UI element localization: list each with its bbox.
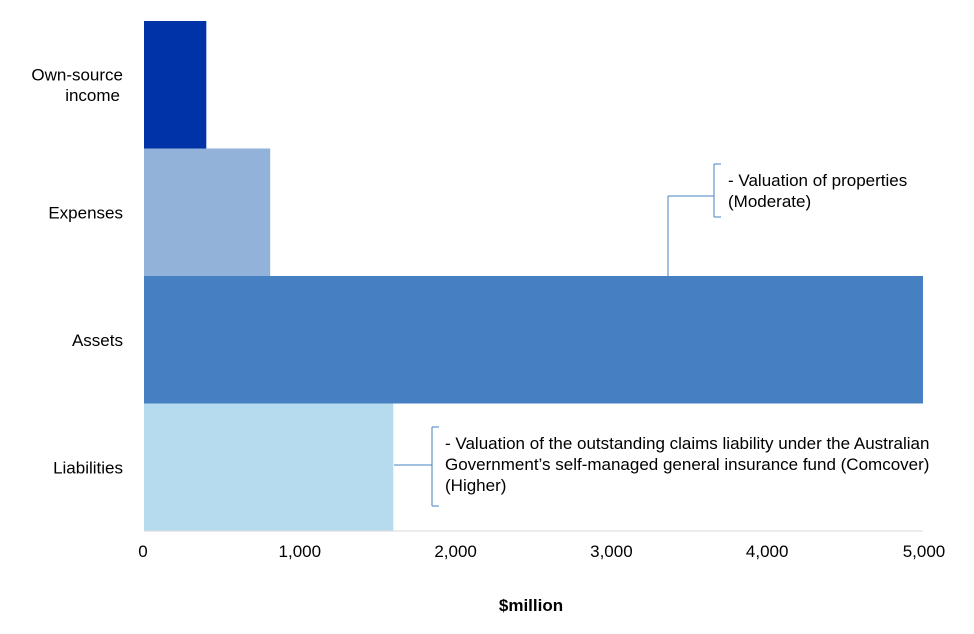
liabilities-annotation-text: Government’s self-managed general insura… — [445, 455, 929, 474]
x-tick-label: 0 — [138, 542, 147, 561]
x-axis-title: $million — [499, 596, 563, 615]
category-label: Own-source income — [31, 66, 123, 106]
bar-assets — [144, 276, 923, 404]
x-tick-label: 1,000 — [279, 542, 322, 561]
bar-liabilities — [144, 403, 394, 531]
bar-expenses — [144, 148, 271, 276]
x-tick-labels: 0 1,000 2,000 3,000 4,000 5,000 — [138, 542, 945, 561]
x-tick-label: 3,000 — [590, 542, 633, 561]
liabilities-annotation-text: (Higher) — [445, 476, 506, 495]
annotations: - Valuation of properties (Moderate) - Val… — [394, 163, 929, 507]
bar-own-source-income — [144, 21, 207, 149]
category-label: Liabilities — [53, 458, 123, 477]
category-label: Expenses — [48, 203, 123, 222]
assets-annotation-text: - Valuation of properties — [728, 171, 907, 190]
x-tick-label: 2,000 — [434, 542, 477, 561]
bars-group — [144, 21, 923, 531]
x-tick-label: 4,000 — [746, 542, 789, 561]
x-tick-label: 5,000 — [903, 542, 946, 561]
category-label: Assets — [72, 331, 123, 350]
liabilities-annotation-text: - Valuation of the outstanding claims li… — [445, 434, 929, 453]
assets-annotation-text: (Moderate) — [728, 192, 811, 211]
category-labels: Own-source income Expenses Assets Liabilitie… — [31, 66, 123, 478]
